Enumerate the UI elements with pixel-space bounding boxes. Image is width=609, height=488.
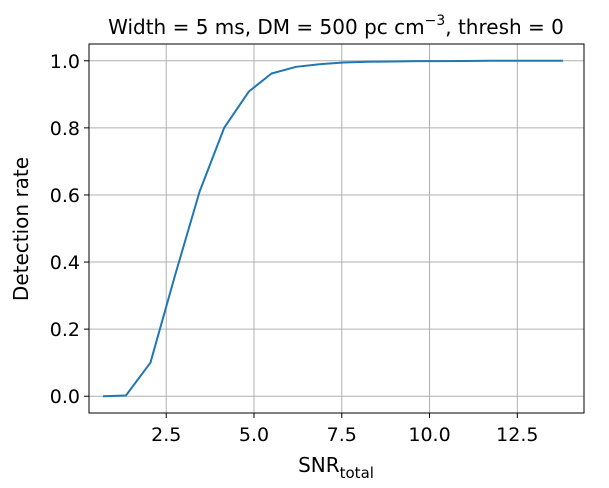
x-tick-label: 7.5 [327, 424, 357, 446]
y-tick-label: 0.0 [50, 386, 80, 408]
x-axis-label-main: SNR [298, 453, 340, 477]
plot-area: 2.5 5.0 7.5 10.0 12.5 0.0 0.2 0.4 0.6 0.8 1.0 [50, 43, 585, 446]
y-tick-label: 0.4 [50, 252, 80, 274]
title-thresh-label: , thresh [445, 15, 521, 39]
title-width-label: Width [108, 15, 166, 39]
y-tick-label: 0.8 [50, 118, 80, 140]
y-axis-label: Detection rate [9, 157, 33, 301]
title-thresh-value: 0 [551, 15, 564, 39]
grid [89, 44, 584, 413]
title-width-eq: = [166, 15, 195, 39]
x-tick-label: 5.0 [239, 424, 269, 446]
x-tick-label: 10.0 [408, 424, 450, 446]
y-tick-label: 0.2 [50, 319, 80, 341]
title-thresh-eq: = [522, 15, 551, 39]
title-dm-eq: = [290, 15, 319, 39]
y-axis: 0.0 0.2 0.4 0.6 0.8 1.0 [50, 51, 89, 408]
x-tick-label: 2.5 [151, 424, 181, 446]
chart-title: Width = 5 ms, DM = 500 pc cm−3, thresh =… [108, 13, 564, 39]
x-axis-label: SNRtotal [298, 453, 374, 482]
x-axis: 2.5 5.0 7.5 10.0 12.5 [151, 413, 538, 446]
y-tick-label: 0.6 [50, 185, 80, 207]
title-width-value: 5 ms, DM [196, 15, 290, 39]
title-dm-value: 500 pc cm [320, 15, 425, 39]
plot-frame [88, 43, 585, 414]
x-tick-label: 12.5 [496, 424, 538, 446]
y-tick-label: 1.0 [50, 51, 80, 73]
series-line [103, 59, 563, 398]
x-axis-label-sub: total [340, 464, 374, 482]
title-dm-exponent: −3 [425, 13, 446, 29]
